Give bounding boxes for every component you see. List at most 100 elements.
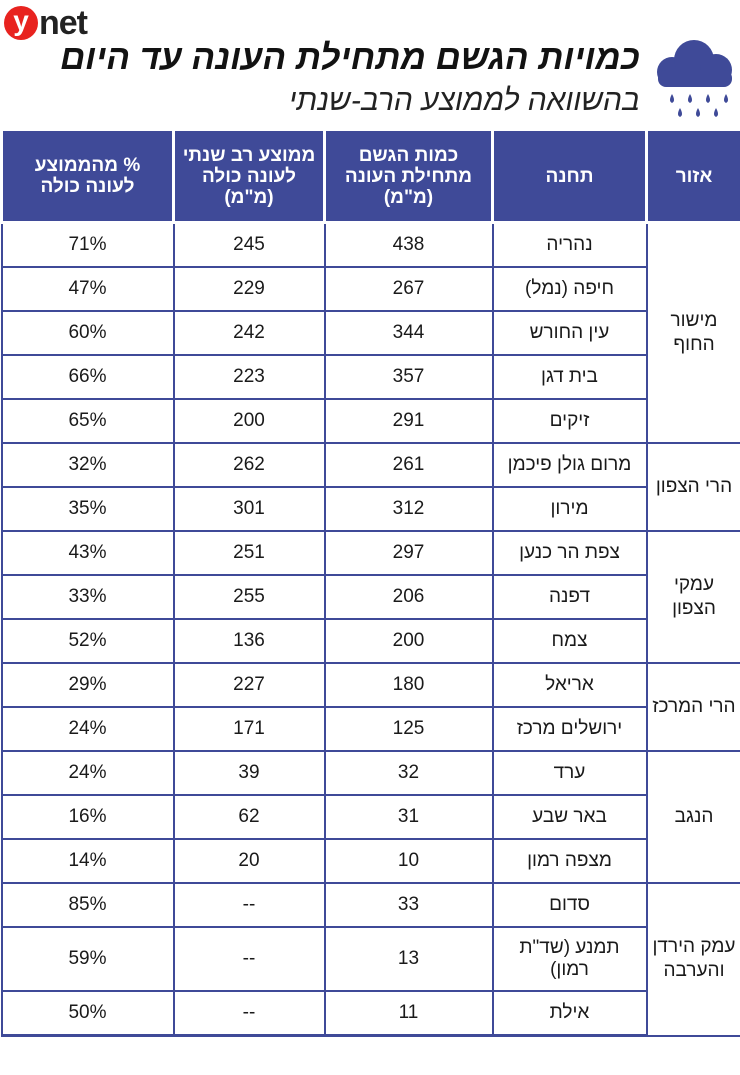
percent-cell: 43% [0,530,175,576]
station-cell: מצפה רמון [491,838,648,884]
region-cell: עמק הירדן והערבה [645,882,740,1037]
station-cell: נהריה [491,221,648,268]
station-cell: זיקים [491,398,648,444]
station-cell: ירושלים מרכז [491,706,648,752]
header: y net כמויות הגשם מתחילת העונה עד היום ב… [0,0,740,128]
table-row: מישור החוף נהריה 438 245 71% [0,221,740,444]
table-row: עמק הירדן והערבה סדום 33 -- 85% [0,882,740,1037]
station-cell: מירון [491,486,648,532]
region-cell: הנגב [645,750,740,884]
amount-cell: 200 [323,618,494,664]
percent-cell: 71% [0,221,175,268]
page-title: כמויות הגשם מתחילת העונה עד היום [60,38,640,77]
station-cell: אריאל [491,662,648,708]
percent-cell: 33% [0,574,175,620]
page-subtitle: בהשוואה לממוצע הרב-שנתי [288,84,640,117]
station-cell: דפנה [491,574,648,620]
region-cell: עמקי הצפון [645,530,740,664]
amount-cell: 261 [323,442,494,488]
station-cell: מרום גולן פיכמן [491,442,648,488]
station-cell: ערד [491,750,648,796]
amount-cell: 438 [323,221,494,268]
percent-cell: 32% [0,442,175,488]
percent-cell: 52% [0,618,175,664]
amount-cell: 10 [323,838,494,884]
column-header-percent: % מהממוצע לעונה כולה [0,128,175,224]
amount-cell: 31 [323,794,494,840]
table-row: מצפה רמון 10 20 14% [0,838,740,884]
average-cell: 242 [172,310,326,356]
amount-cell: 13 [323,926,494,992]
logo-letter: y [4,6,38,40]
amount-cell: 32 [323,750,494,796]
logo-text: net [39,4,88,42]
station-cell: חיפה (נמל) [491,266,648,312]
average-cell: 223 [172,354,326,400]
table-header-row: אזור תחנה כמות הגשם מתחילת העונה (מ"מ) מ… [0,128,740,224]
average-cell: 62 [172,794,326,840]
table-row: עין החורש 344 242 60% [0,310,740,356]
average-cell: -- [172,926,326,992]
percent-cell: 29% [0,662,175,708]
percent-cell: 60% [0,310,175,356]
average-cell: 200 [172,398,326,444]
station-cell: אילת [491,990,648,1037]
amount-cell: 357 [323,354,494,400]
table-row: הרי המרכז אריאל 180 227 29% [0,662,740,752]
column-header-station: תחנה [491,128,648,224]
column-header-region: אזור [645,128,740,224]
percent-cell: 85% [0,882,175,928]
average-cell: 301 [172,486,326,532]
average-cell: 262 [172,442,326,488]
percent-cell: 24% [0,750,175,796]
table-row: הרי הצפון מרום גולן פיכמן 261 262 32% [0,442,740,532]
percent-cell: 24% [0,706,175,752]
average-cell: 245 [172,221,326,268]
average-cell: 39 [172,750,326,796]
percent-cell: 50% [0,990,175,1037]
station-cell: צפת הר כנען [491,530,648,576]
amount-cell: 312 [323,486,494,532]
rainfall-table: אזור תחנה כמות הגשם מתחילת העונה (מ"מ) מ… [0,128,740,1037]
percent-cell: 65% [0,398,175,444]
table-row: תמנע (שד"ת רמון) 13 -- 59% [0,926,740,992]
table-row: ירושלים מרכז 125 171 24% [0,706,740,752]
table-row: הנגב ערד 32 39 24% [0,750,740,884]
percent-cell: 35% [0,486,175,532]
amount-cell: 206 [323,574,494,620]
table-row: באר שבע 31 62 16% [0,794,740,840]
average-cell: 255 [172,574,326,620]
amount-cell: 33 [323,882,494,928]
ynet-logo[interactable]: y net [4,4,88,42]
region-cell: הרי המרכז [645,662,740,752]
percent-cell: 59% [0,926,175,992]
station-cell: בית דגן [491,354,648,400]
table-body: מישור החוף נהריה 438 245 71% חיפה (נמל) 267 229… [0,221,740,1037]
table-row: עמקי הצפון צפת הר כנען 297 251 43% [0,530,740,664]
average-cell: -- [172,882,326,928]
table-row: דפנה 206 255 33% [0,574,740,620]
table-row: צמח 200 136 52% [0,618,740,664]
average-cell: -- [172,990,326,1037]
station-cell: תמנע (שד"ת רמון) [491,926,648,992]
percent-cell: 16% [0,794,175,840]
average-cell: 227 [172,662,326,708]
amount-cell: 344 [323,310,494,356]
table-row: בית דגן 357 223 66% [0,354,740,400]
column-header-amount: כמות הגשם מתחילת העונה (מ"מ) [323,128,494,224]
column-header-average: ממוצע רב שנתי לעונה כולה (מ"מ) [172,128,326,224]
amount-cell: 11 [323,990,494,1037]
average-cell: 229 [172,266,326,312]
average-cell: 136 [172,618,326,664]
average-cell: 171 [172,706,326,752]
table-row: חיפה (נמל) 267 229 47% [0,266,740,312]
average-cell: 251 [172,530,326,576]
percent-cell: 47% [0,266,175,312]
station-cell: עין החורש [491,310,648,356]
station-cell: צמח [491,618,648,664]
amount-cell: 297 [323,530,494,576]
region-cell: מישור החוף [645,221,740,444]
table-row: מירון 312 301 35% [0,486,740,532]
average-cell: 20 [172,838,326,884]
amount-cell: 291 [323,398,494,444]
